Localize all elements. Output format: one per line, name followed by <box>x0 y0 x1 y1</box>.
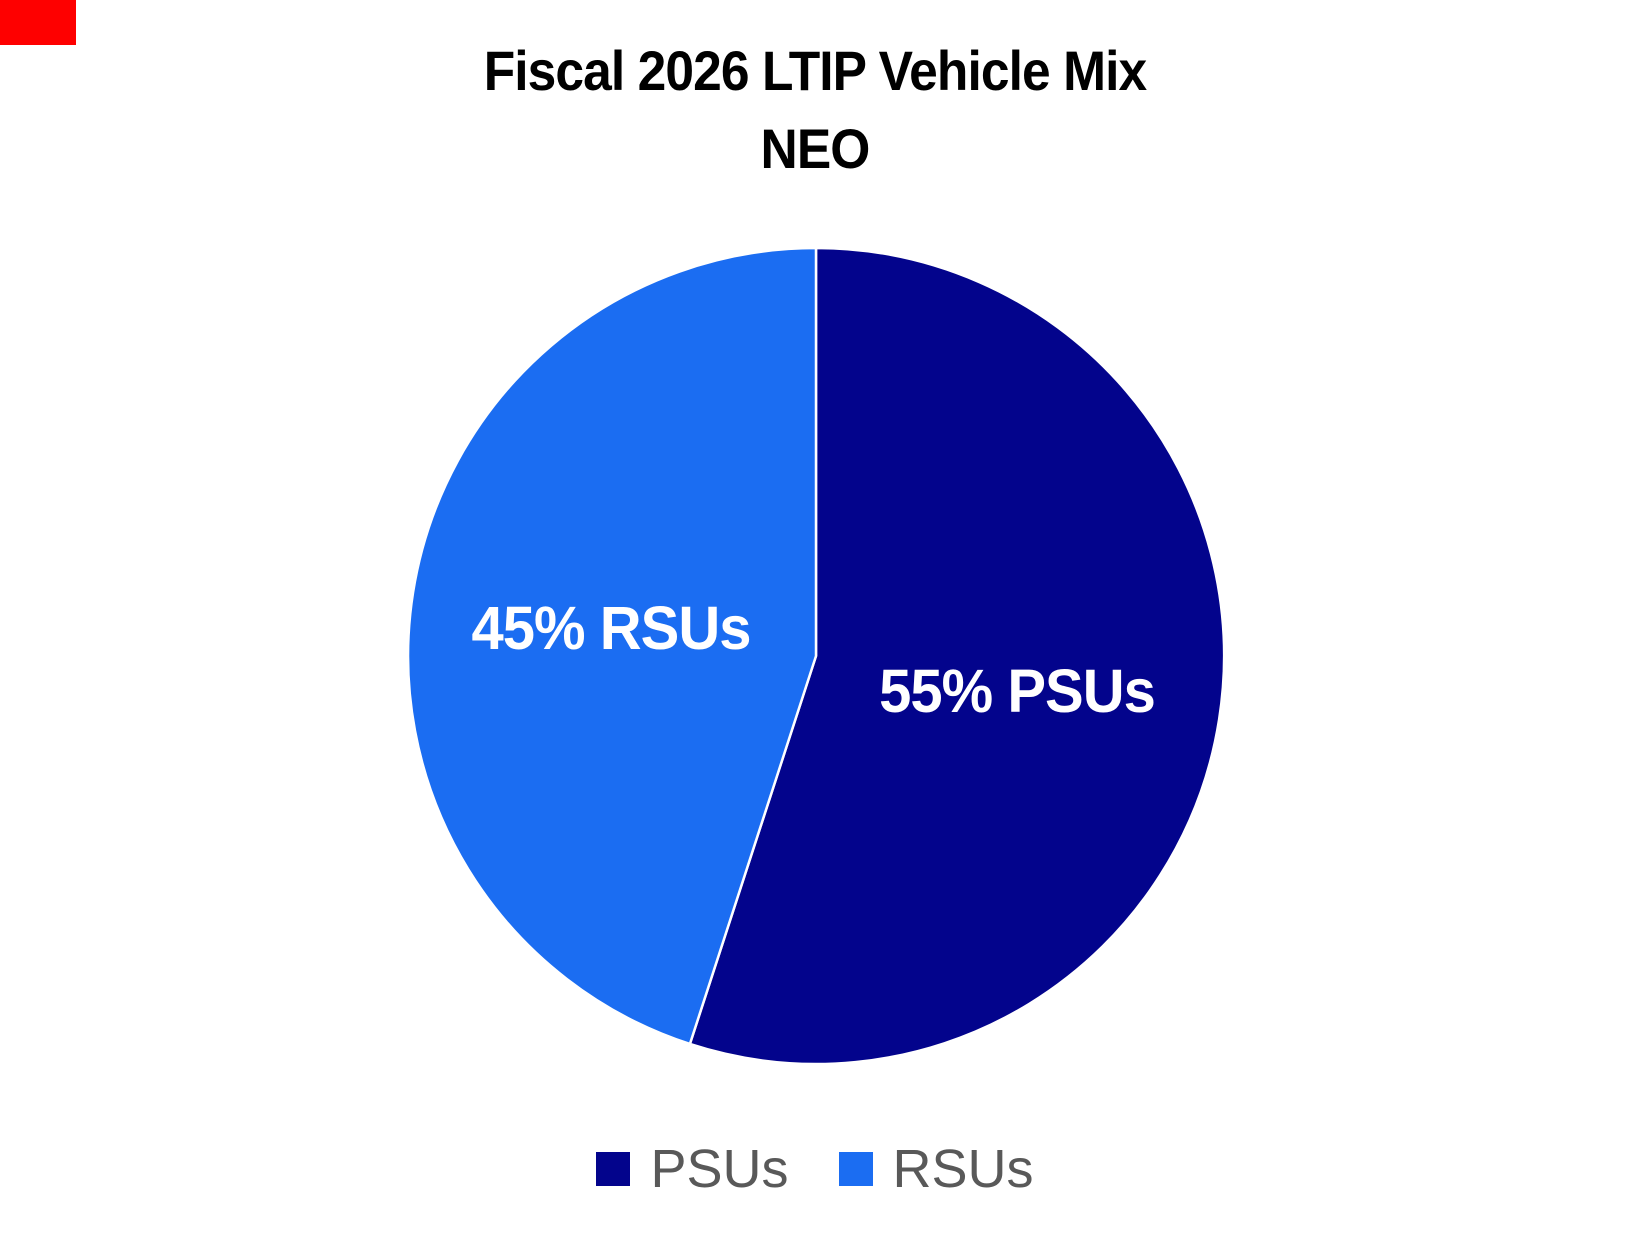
legend-item-psus: PSUs <box>596 1139 789 1199</box>
legend-item-rsus: RSUs <box>838 1139 1034 1199</box>
pie-data-label-psus: 55% PSUs <box>879 657 1156 725</box>
legend-swatch-rsus <box>838 1152 873 1186</box>
legend: PSUs RSUs <box>0 1142 1630 1196</box>
pie-chart <box>406 246 1226 1066</box>
legend-swatch-psus <box>596 1152 631 1186</box>
pie-slice-psus <box>688 246 1226 1066</box>
legend-label-rsus: RSUs <box>892 1139 1034 1199</box>
pie-slice-rsus <box>406 246 818 1046</box>
pie-data-label-rsus: 45% RSUs <box>471 594 751 662</box>
red-marker <box>0 0 76 45</box>
pie-svg <box>406 246 1226 1066</box>
chart-title: Fiscal 2026 LTIP Vehicle Mix NEO <box>65 32 1565 188</box>
legend-label-psus: PSUs <box>650 1139 789 1199</box>
chart-title-line2: NEO <box>760 117 871 180</box>
chart-title-line1: Fiscal 2026 LTIP Vehicle Mix <box>483 39 1147 102</box>
